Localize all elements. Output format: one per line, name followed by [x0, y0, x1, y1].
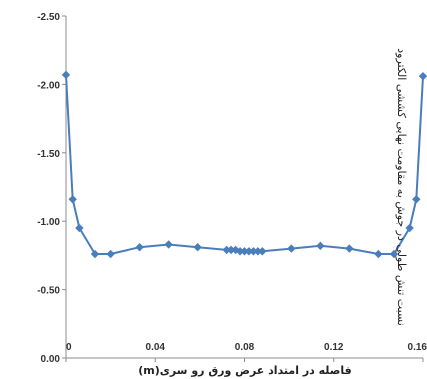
data-point-marker	[61, 70, 71, 80]
data-point-marker	[135, 242, 144, 252]
data-point-marker	[164, 240, 173, 249]
data-point-marker	[75, 223, 84, 233]
series-markers	[61, 70, 427, 259]
data-point-marker	[316, 241, 325, 251]
data-point-marker	[240, 247, 249, 256]
y-tick-label: -2.50	[37, 12, 60, 23]
y-tick-label: -1.00	[37, 217, 60, 228]
y-tick-label: -1.50	[37, 149, 60, 160]
data-point-marker	[235, 247, 245, 256]
x-tick-label: 0.04	[146, 342, 166, 353]
data-point-marker	[418, 71, 427, 81]
y-ticks: 0.00 -0.50 -1.00 -1.50 -2.00 -2.50	[37, 12, 66, 365]
data-point-marker	[244, 247, 254, 256]
data-point-marker	[249, 247, 258, 256]
data-point-marker	[287, 244, 296, 253]
data-point-marker	[345, 244, 354, 253]
data-point-marker	[389, 249, 399, 259]
series-line	[65, 74, 424, 255]
x-axis-title: فاصله در امتداد عرض ورق رو سری(m)	[138, 364, 352, 377]
data-point-marker	[405, 223, 414, 233]
data-point-marker	[258, 247, 267, 256]
data-point-marker	[106, 249, 115, 259]
data-point-marker	[68, 195, 77, 204]
x-ticks: 0 0.04 0.08 0.12 0.16	[65, 342, 427, 362]
data-point-marker	[374, 249, 383, 259]
y-tick-label: 0.00	[41, 354, 61, 365]
data-point-marker	[253, 247, 263, 256]
x-tick-label: 0.16	[408, 342, 427, 353]
data-point-marker	[222, 245, 231, 255]
data-point-marker	[226, 245, 236, 255]
y-tick-label: -2.00	[37, 80, 60, 91]
data-point-marker	[412, 195, 421, 204]
x-tick-label: 0.12	[324, 342, 344, 353]
x-tick-label: 0.08	[235, 342, 255, 353]
plot-area	[65, 16, 423, 359]
x-tick-label: 0	[66, 342, 72, 353]
y-tick-label: -0.50	[37, 286, 60, 297]
data-point-marker	[193, 242, 202, 252]
y-axis-title: نسبت تنش طولی در جوش به مقاومت نهایی کشش…	[395, 48, 408, 326]
data-point-marker	[90, 249, 100, 259]
